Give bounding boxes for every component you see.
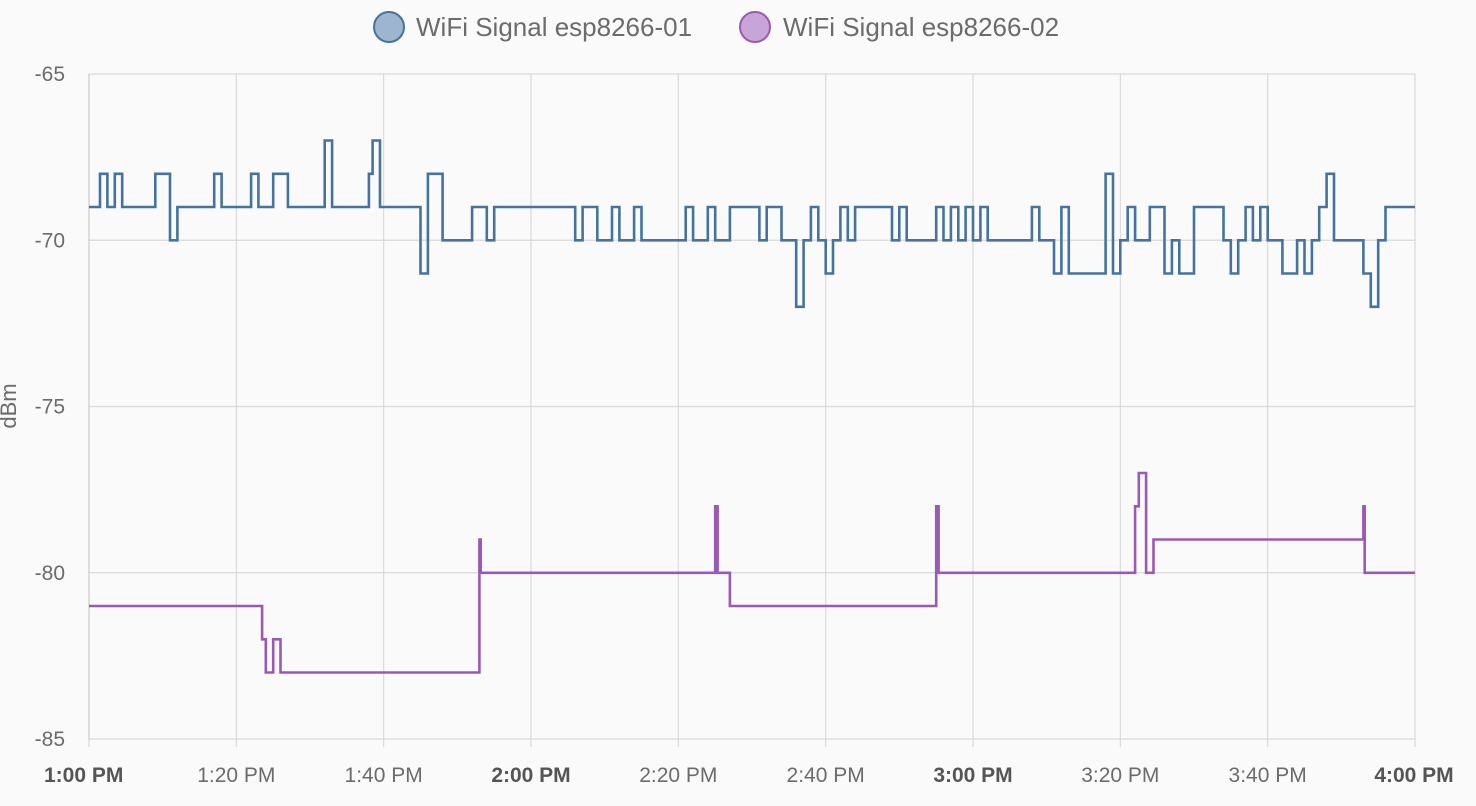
legend-item-esp8266-02[interactable]: WiFi Signal esp8266-02: [739, 11, 1059, 43]
x-tick-label: 3:00 PM: [933, 764, 1012, 787]
x-tick-label: 2:40 PM: [787, 764, 865, 787]
x-tick-label: 3:40 PM: [1229, 764, 1307, 787]
x-tick-label: 3:20 PM: [1081, 764, 1159, 787]
y-tick-label: -80: [35, 562, 65, 585]
legend-label-esp8266-01: WiFi Signal esp8266-01: [416, 12, 692, 42]
y-axis-label: dBm: [0, 383, 21, 428]
legend-marker-esp8266-02: [739, 11, 771, 43]
y-tick-label: -70: [35, 229, 65, 252]
x-tick-label: 1:20 PM: [197, 764, 275, 787]
series-line-2: [89, 471, 1415, 674]
x-axis-ticks: 1:00 PM 1:20 PM 1:40 PM 2:00 PM 2:20 PM 2:40 …: [44, 764, 1454, 787]
legend-item-esp8266-01[interactable]: WiFi Signal esp8266-01: [373, 11, 692, 43]
y-tick-label: -75: [35, 396, 65, 419]
y-tick-label: -65: [35, 63, 65, 86]
x-tick-label: 1:00 PM: [44, 764, 123, 787]
series-line-1: [89, 139, 1415, 309]
legend-marker-esp8266-01: [373, 11, 405, 43]
x-tick-label: 1:40 PM: [345, 764, 423, 787]
series-lines: [89, 139, 1415, 674]
x-tick-label: 2:00 PM: [491, 764, 570, 787]
x-tick-label: 2:20 PM: [639, 764, 717, 787]
y-axis-ticks: -65 -70 -75 -80 -85: [35, 63, 65, 751]
gridlines: [88, 73, 1416, 747]
y-tick-label: -85: [35, 728, 65, 751]
x-tick-label: 4:00 PM: [1374, 764, 1453, 787]
legend: WiFi Signal esp8266-01 WiFi Signal esp82…: [373, 11, 1059, 43]
legend-label-esp8266-02: WiFi Signal esp8266-02: [783, 12, 1059, 42]
